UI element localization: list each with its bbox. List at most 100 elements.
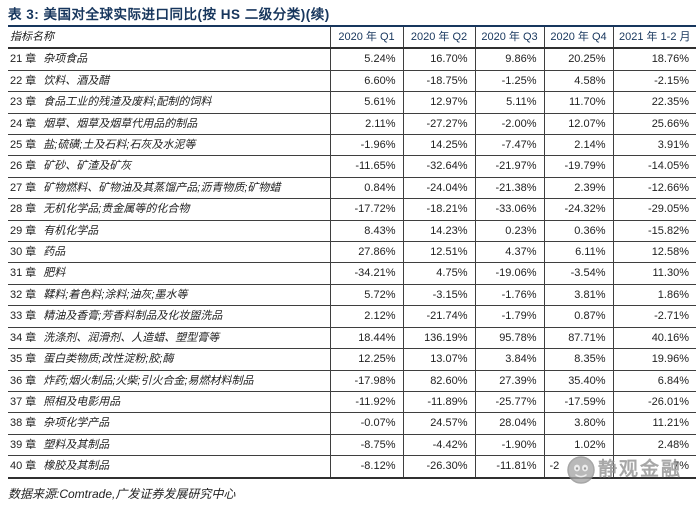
col-header-2020-q1: 2020 年 Q1 (329, 26, 403, 49)
cell-value: 82.60% (402, 370, 475, 392)
cell-value: -21.74% (402, 305, 475, 328)
cell-value: 12.07% (543, 113, 613, 135)
table-row: 33 章精油及香膏;芳香料制品及化妆盥洗品 2.12% -21.74% -1.79%… (8, 305, 696, 328)
chapter-label: 蛋白类物质;改性淀粉;胶;酶 (43, 353, 174, 366)
table-row: 22 章饮料、酒及醋 6.60% -18.75% -1.25% 4.58% -2.15% (8, 70, 696, 92)
table-row: 24 章烟草、烟草及烟草代用品的制品 2.11% -27.27% -2.00% 12.… (8, 113, 696, 135)
cell-value: -33.06% (474, 198, 544, 221)
table-row: 34 章洗涤剂、润滑剂、人造蜡、塑型膏等 18.44% 136.19% 95.78%… (8, 327, 696, 349)
table-row: 31 章肥料 -34.21% 4.75% -19.06% -3.54% 11.30% (8, 262, 696, 285)
cell-indicator-name: 25 章盐;硫磺;土及石料;石灰及水泥等 (8, 135, 330, 156)
cell-indicator-name: 38 章杂项化学产品 (8, 413, 330, 434)
col-header-2020-q3: 2020 年 Q3 (474, 26, 544, 49)
cell-value: -8.12% (329, 455, 403, 478)
table-row: 26 章矿砂、矿渣及矿灰 -11.65% -32.64% -21.97% -19.79… (8, 155, 696, 178)
cell-value: -26.01% (612, 391, 696, 413)
cell-value: 11.70% (543, 91, 613, 114)
cell-value: 4.58% (543, 70, 613, 92)
cell-value: 0.84% (329, 177, 403, 199)
cell-indicator-name: 28 章无机化学品;贵金属等的化合物 (8, 199, 330, 220)
cell-indicator-name: 36 章炸药;烟火制品;火柴;引火合金;易燃材料制品 (8, 370, 330, 391)
table-row: 37 章照相及电影用品 -11.92% -11.89% -25.77% -17.59%… (8, 391, 696, 413)
cell-value: -4.42% (402, 434, 475, 456)
cell-value: -3.15% (402, 284, 475, 306)
cell-value: 2.11% (329, 113, 403, 135)
cell-indicator-name: 35 章蛋白类物质;改性淀粉;胶;酶 (8, 349, 330, 370)
header-row: 指标名称 2020 年 Q1 2020 年 Q2 2020 年 Q3 2020 … (8, 26, 696, 49)
cell-value: -0.07% (329, 412, 403, 435)
chapter-number: 36 章 (10, 374, 37, 387)
source-note: 数据来源:Comtrade,广发证券发展研究中心 (8, 487, 236, 501)
cell-value: 11.21% (612, 412, 696, 435)
chapter-number: 34 章 (10, 331, 37, 344)
cell-value: 11.30% (612, 262, 696, 285)
chapter-label: 无机化学品;贵金属等的化合物 (43, 203, 190, 216)
chapter-number: 25 章 (10, 139, 37, 152)
col-header-2021-jan-feb: 2021 年 1-2 月 (612, 26, 696, 49)
cell-value: 18.44% (329, 327, 403, 349)
col-header-2020-q4: 2020 年 Q4 (543, 26, 613, 49)
table-row: 29 章有机化学品 8.43% 14.23% 0.23% 0.36% -15.82% (8, 220, 696, 242)
table-header: 指标名称 2020 年 Q1 2020 年 Q2 2020 年 Q3 2020 … (8, 26, 696, 49)
cell-value: 2.14% (543, 134, 613, 156)
cell-value: -1.76% (474, 284, 544, 306)
cell-value: 95.78% (474, 327, 544, 349)
table-row: 32 章鞣料;着色料;涂料;油灰;墨水等 5.72% -3.15% -1.76% 3.… (8, 284, 696, 306)
cell-value: -3.54% (543, 262, 613, 285)
table-title: 表 3: 美国对全球实际进口同比(按 HS 二级分类)(续) (8, 7, 330, 22)
cell-value: 25.66% (612, 113, 696, 135)
cell-value: -27.27% (402, 113, 475, 135)
cell-value: 35.40% (543, 370, 613, 392)
cell-value: -11.89% (402, 391, 475, 413)
cell-value: 87.71% (543, 327, 613, 349)
chapter-label: 肥料 (43, 267, 66, 280)
cell-value: 0.23% (474, 220, 544, 242)
cell-value: 7% (612, 455, 696, 478)
chapter-number: 40 章 (10, 460, 37, 473)
chapter-label: 烟草、烟草及烟草代用品的制品 (43, 117, 198, 130)
cell-value: 27.39% (474, 370, 544, 392)
chapter-label: 精油及香膏;芳香料制品及化妆盥洗品 (43, 310, 223, 323)
table-row: 40 章橡胶及其制品 -8.12% -26.30% -11.81% -2 7% (8, 455, 696, 478)
cell-value: 0.87% (543, 305, 613, 328)
cell-value: 12.58% (612, 241, 696, 263)
chapter-label: 饮料、酒及醋 (43, 74, 110, 87)
cell-indicator-name: 31 章肥料 (8, 263, 330, 284)
cell-value: -26.30% (402, 455, 475, 478)
cell-value: -1.96% (329, 134, 403, 156)
cell-value: 3.84% (474, 348, 544, 370)
chapter-label: 矿砂、矿渣及矿灰 (43, 160, 132, 173)
cell-value: -24.32% (543, 198, 613, 221)
cell-indicator-name: 22 章饮料、酒及醋 (8, 70, 330, 91)
cell-value: -19.06% (474, 262, 544, 285)
cell-value: 3.91% (612, 134, 696, 156)
cell-value: -1.25% (474, 70, 544, 92)
cell-value: -11.92% (329, 391, 403, 413)
cell-value: -24.04% (402, 177, 475, 199)
cell-value: 12.25% (329, 348, 403, 370)
cell-value: 28.04% (474, 412, 544, 435)
chapter-label: 有机化学品 (43, 224, 99, 237)
chapter-label: 鞣料;着色料;涂料;油灰;墨水等 (43, 288, 188, 301)
cell-value: -11.65% (329, 155, 403, 178)
col-header-2020-q2: 2020 年 Q2 (402, 26, 475, 49)
cell-value: -18.75% (402, 70, 475, 92)
cell-value: 20.25% (543, 48, 613, 71)
cell-value: 14.25% (402, 134, 475, 156)
cell-value: 6.60% (329, 70, 403, 92)
cell-value: 12.97% (402, 91, 475, 114)
chapter-number: 39 章 (10, 438, 37, 451)
table-row: 27 章矿物燃料、矿物油及其蒸馏产品;沥青物质;矿物蜡 0.84% -24.04%… (8, 177, 696, 199)
table-row: 36 章炸药;烟火制品;火柴;引火合金;易燃材料制品 -17.98% 82.60%… (8, 370, 696, 392)
cell-value: -25.77% (474, 391, 544, 413)
chapter-number: 23 章 (10, 96, 37, 109)
cell-value: 5.61% (329, 91, 403, 114)
cell-value: 5.72% (329, 284, 403, 306)
chapter-number: 26 章 (10, 160, 37, 173)
cell-value: 4.37% (474, 241, 544, 263)
cell-value: -14.05% (612, 155, 696, 178)
cell-value: -17.59% (543, 391, 613, 413)
chapter-label: 药品 (43, 246, 66, 259)
chapter-number: 35 章 (10, 353, 37, 366)
cell-value: 14.23% (402, 220, 475, 242)
